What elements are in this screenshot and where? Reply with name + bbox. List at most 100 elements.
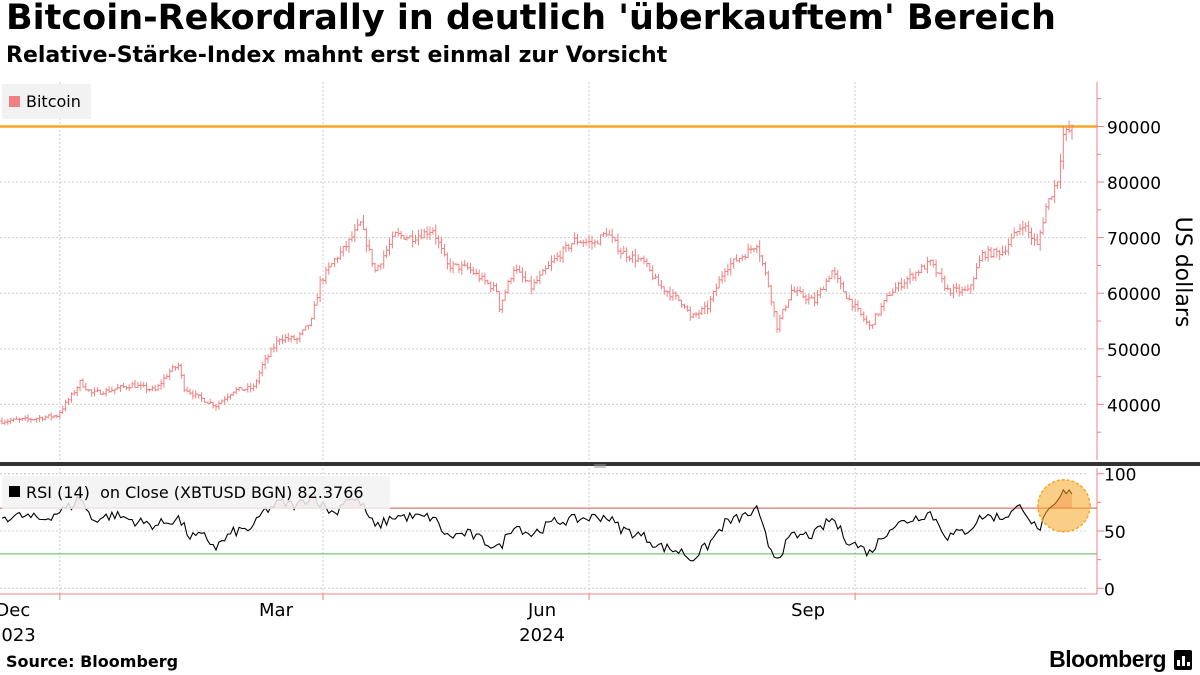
price-bar	[659, 280, 664, 290]
price-bar	[161, 374, 166, 388]
price-bar	[1043, 203, 1048, 224]
rsi-legend-swatch	[9, 486, 20, 497]
price-bar	[266, 354, 271, 364]
price-bar	[864, 315, 869, 325]
price-bar	[511, 266, 516, 283]
price-bar	[104, 387, 109, 397]
price-bar	[621, 246, 626, 254]
price-bar	[760, 254, 765, 267]
price-bar	[688, 306, 693, 321]
price-bar	[303, 325, 308, 331]
price-bar	[968, 284, 973, 295]
price-bar	[644, 258, 649, 268]
price-bar	[28, 417, 33, 423]
price-bar	[445, 252, 450, 270]
price-bar	[884, 292, 889, 303]
price-bar	[130, 381, 135, 389]
price-bar	[474, 268, 479, 276]
price-bar	[341, 245, 346, 257]
panel-separator-bar	[0, 462, 1200, 466]
price-bar	[879, 302, 884, 317]
price-bar	[977, 255, 982, 269]
rsi-highlight-marker	[1037, 479, 1091, 533]
x-tick-label-jun: Jun	[527, 600, 556, 621]
price-bar	[485, 279, 490, 285]
price-bar	[838, 276, 843, 290]
price-bar	[829, 270, 834, 280]
price-bar	[156, 383, 161, 391]
x-tick-label-dec: Dec	[0, 600, 30, 621]
price-bar	[592, 239, 597, 248]
price-bar	[598, 234, 603, 246]
price-bar	[456, 263, 461, 273]
x-axis: Dec 2023 Mar Jun 2024 Sep	[0, 593, 1097, 646]
price-bars	[0, 120, 1074, 426]
price-bar	[717, 276, 722, 289]
price-bar	[893, 282, 898, 293]
price-bar	[43, 415, 48, 421]
price-bar	[714, 283, 719, 297]
price-bar	[919, 263, 924, 274]
price-legend: Bitcoin	[2, 84, 91, 119]
price-tick-label: 90000	[1107, 118, 1161, 138]
chart-subtitle: Relative-Stärke-Index mahnt erst einmal …	[6, 43, 668, 68]
price-bar	[1003, 245, 1008, 256]
price-bar	[948, 288, 953, 296]
price-bar	[908, 268, 913, 285]
price-bar	[347, 238, 352, 253]
price-bar	[777, 314, 782, 333]
price-bar	[555, 252, 560, 262]
price-bar	[141, 381, 146, 388]
price-bar	[375, 264, 380, 272]
price-bar	[769, 284, 774, 306]
price-bar	[986, 245, 991, 262]
price-bar	[488, 281, 493, 293]
price-bar	[960, 286, 965, 297]
price-bar	[390, 231, 395, 249]
price-bar	[905, 276, 910, 289]
price-bar	[439, 236, 444, 254]
price-bar	[503, 289, 508, 301]
price-bar	[323, 266, 328, 284]
price-bar	[520, 267, 525, 283]
price-bar	[133, 379, 138, 389]
price-bar	[994, 247, 999, 258]
price-bar	[815, 289, 820, 305]
price-bar	[321, 277, 325, 285]
price-bar	[335, 256, 340, 264]
price-bar	[179, 363, 184, 379]
price-bar	[80, 378, 85, 388]
price-bar	[754, 244, 759, 254]
price-bar	[1009, 233, 1014, 247]
price-legend-swatch	[9, 96, 20, 107]
price-bar	[451, 260, 456, 274]
price-bar	[983, 251, 988, 261]
price-bar	[257, 370, 262, 385]
rsi-legend-label: RSI (14) on Close (XBTUSD BGN) 82.3766	[26, 483, 364, 502]
x-year-label-2024: 2024	[519, 625, 565, 646]
price-bar	[101, 391, 106, 396]
price-bar	[199, 392, 204, 403]
price-bar	[196, 393, 201, 399]
price-bar	[563, 241, 568, 253]
price-bar	[112, 388, 117, 395]
price-bar	[757, 240, 762, 262]
price-bar	[699, 306, 704, 316]
price-bar	[529, 275, 534, 295]
x-tick-label-mar: Mar	[259, 600, 294, 621]
price-bar	[144, 382, 149, 394]
price-tick-label: 40000	[1107, 396, 1161, 416]
price-bar	[873, 312, 878, 326]
price-bar	[835, 269, 840, 284]
price-bar	[705, 300, 710, 315]
price-bar	[422, 228, 427, 239]
panel-separator[interactable]	[0, 462, 1200, 468]
price-bar	[57, 410, 62, 419]
price-legend-label: Bitcoin	[26, 92, 81, 111]
price-bar	[633, 248, 638, 268]
price-bar	[566, 243, 571, 252]
rsi-legend: RSI (14) on Close (XBTUSD BGN) 82.3766	[2, 476, 390, 509]
price-bar	[1000, 245, 1005, 257]
price-bar	[312, 301, 317, 320]
price-bar	[931, 259, 936, 268]
